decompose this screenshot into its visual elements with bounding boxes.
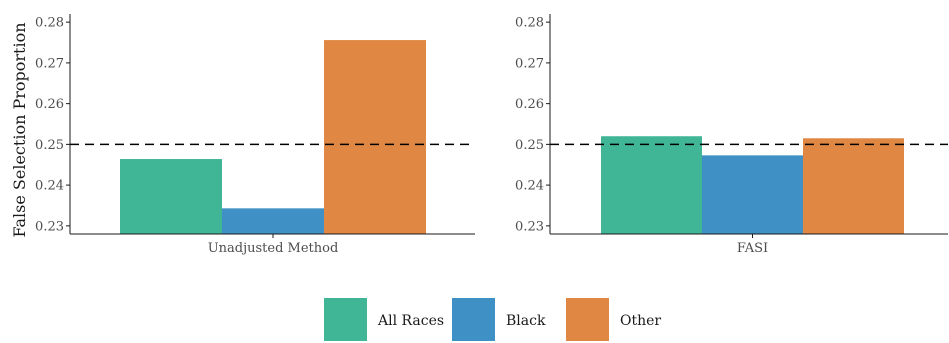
y-tick-label: 0.28: [35, 16, 64, 31]
bar-other: [803, 138, 904, 234]
y-axis-title: False Selection Proportion: [10, 22, 29, 237]
legend-label: Black: [506, 313, 546, 329]
bar-black: [222, 208, 324, 234]
x-category-label: Unadjusted Method: [208, 241, 339, 256]
legend-item-other: Other: [566, 298, 661, 341]
bar-all-races: [601, 136, 702, 234]
y-tick-label: 0.28: [515, 16, 544, 31]
legend-label: Other: [620, 313, 661, 329]
panel-1: 0.23 0.24 0.25 0.26 0.27 0.28 Unadjusted Metho…: [35, 14, 475, 256]
y-tick-label: 0.24: [35, 179, 64, 194]
bar-black: [702, 155, 803, 234]
legend-swatch: [452, 298, 495, 341]
panels: 0.23 0.24 0.25 0.26 0.27 0.28 Unadjusted Metho…: [35, 14, 948, 256]
y-tick-label: 0.23: [515, 219, 544, 234]
panel-2: 0.23 0.24 0.25 0.26 0.27 0.28 FASI: [515, 14, 948, 256]
y-tick-label: 0.23: [35, 219, 64, 234]
y-tick-label: 0.25: [515, 138, 544, 153]
y-tick-label: 0.26: [515, 97, 544, 112]
legend-label: All Races: [377, 313, 444, 329]
y-tick-label: 0.27: [515, 56, 544, 71]
y-tick-label: 0.25: [35, 138, 64, 153]
legend-item-black: Black: [452, 298, 546, 341]
legend: All Races Black Other: [324, 298, 661, 341]
bar-other: [324, 40, 426, 235]
legend-swatch: [566, 298, 609, 341]
bar-all-races: [120, 159, 222, 234]
legend-item-all-races: All Races: [324, 298, 444, 341]
y-tick-label: 0.26: [35, 97, 64, 112]
y-tick-label: 0.27: [35, 56, 64, 71]
y-tick-label: 0.24: [515, 179, 544, 194]
legend-swatch: [324, 298, 367, 341]
x-category-label: FASI: [737, 241, 768, 256]
